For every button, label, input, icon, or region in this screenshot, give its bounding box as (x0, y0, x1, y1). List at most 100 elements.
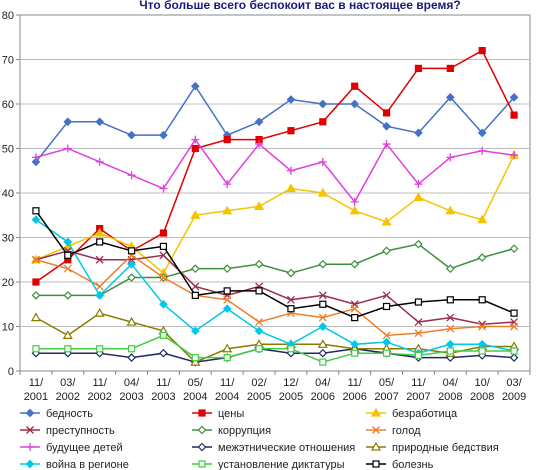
data-point (318, 99, 328, 109)
legend-label: установление диктатуры (218, 459, 345, 470)
x-tick-label-month: 03/ (60, 377, 76, 389)
data-point (95, 291, 105, 300)
data-point (382, 109, 391, 117)
data-point (159, 331, 168, 339)
data-point (286, 268, 296, 278)
series-6 (31, 251, 519, 340)
data-point (414, 128, 423, 138)
x-tick-label-month: 05/ (379, 377, 395, 389)
data-point (127, 130, 136, 140)
legend-item: безработица (366, 407, 458, 420)
x-tick-label-year: 2006 (311, 391, 335, 403)
x-tick-label-year: 2003 (119, 391, 143, 403)
y-tick-label: 80 (2, 10, 14, 22)
legend-label: коррупция (218, 425, 271, 437)
data-point (223, 180, 232, 189)
data-point (223, 136, 231, 144)
legend-label: болезнь (392, 459, 434, 470)
series-line (35, 84, 515, 163)
series-1 (31, 81, 519, 167)
x-tick-label-year: 2004 (215, 391, 239, 403)
data-point (349, 205, 360, 215)
data-point (446, 153, 455, 162)
data-point (95, 117, 105, 127)
legend-marker (26, 426, 34, 434)
legend-item: будущее детей (20, 442, 123, 454)
y-tick-label: 40 (2, 188, 14, 200)
data-point (509, 92, 519, 102)
data-point (190, 356, 201, 366)
x-tick-label-year: 2006 (342, 391, 366, 403)
data-point (445, 92, 455, 102)
legend-label: межэтнические отношения (218, 442, 355, 454)
data-point (32, 345, 40, 353)
data-point (63, 291, 73, 300)
data-point (319, 358, 327, 366)
legend-marker (25, 408, 35, 418)
x-tick-label-month: 11/ (220, 377, 235, 389)
data-point (478, 46, 486, 55)
legend-label: цены (218, 408, 244, 420)
y-tick-label: 20 (2, 277, 14, 289)
data-point (477, 214, 488, 224)
x-tick-label-month: 12/ (283, 377, 299, 389)
series-line (35, 312, 515, 363)
legend-item: война в регионе (20, 459, 129, 470)
x-tick-label-year: 2007 (374, 391, 398, 403)
data-point (32, 207, 40, 215)
legend-marker (372, 460, 380, 468)
x-tick-label-year: 2008 (438, 391, 462, 403)
data-point (222, 343, 233, 353)
y-tick-label: 30 (2, 233, 14, 245)
data-point (31, 153, 40, 162)
series-line (35, 243, 515, 297)
data-point (351, 82, 359, 90)
data-point (94, 227, 105, 237)
legend-item: цены (192, 408, 244, 420)
data-point (478, 146, 487, 155)
data-point (351, 349, 359, 357)
data-point (382, 337, 391, 347)
data-point (287, 127, 295, 135)
data-point (159, 130, 168, 140)
data-point (31, 215, 41, 225)
data-point (446, 64, 454, 73)
data-point (62, 330, 73, 339)
chart-legend: бедность цены безработица преступность корру… (20, 407, 499, 470)
data-point (254, 259, 264, 269)
data-point (222, 205, 233, 215)
data-point (287, 305, 295, 313)
legend-marker (370, 441, 382, 451)
data-point (350, 339, 360, 349)
legend-item: установление диктатуры (192, 459, 345, 470)
series-line (35, 210, 515, 319)
data-point (414, 351, 423, 360)
x-tick-label-month: 03/ (506, 377, 522, 389)
data-point (510, 347, 518, 355)
x-tick-label-month: 04/ (124, 377, 140, 389)
data-point (382, 121, 391, 131)
legend-item: бедность (20, 408, 93, 420)
legend-item: коррупция (192, 425, 271, 437)
data-point (446, 313, 455, 322)
x-tick-label-month: 04/ (315, 377, 331, 389)
x-tick-label-year: 2005 (247, 391, 271, 403)
legend-label: бедность (46, 408, 93, 420)
data-point (285, 183, 296, 193)
series-12 (32, 207, 518, 322)
y-tick-label: 70 (2, 55, 14, 67)
data-point (190, 210, 201, 219)
data-point (222, 304, 232, 314)
x-tick-label-month: 02/ (251, 377, 267, 389)
data-point (382, 331, 391, 340)
data-point (445, 205, 456, 215)
legend-item: болезнь (366, 459, 434, 470)
data-point (382, 302, 391, 311)
series-7 (31, 135, 519, 206)
data-point (63, 237, 73, 247)
x-axis: 11/2001 03/2002 11/2002 04/2003 11/2003 05/20… (19, 371, 531, 403)
data-point (286, 295, 295, 304)
data-point (446, 324, 455, 333)
data-point (286, 95, 296, 104)
